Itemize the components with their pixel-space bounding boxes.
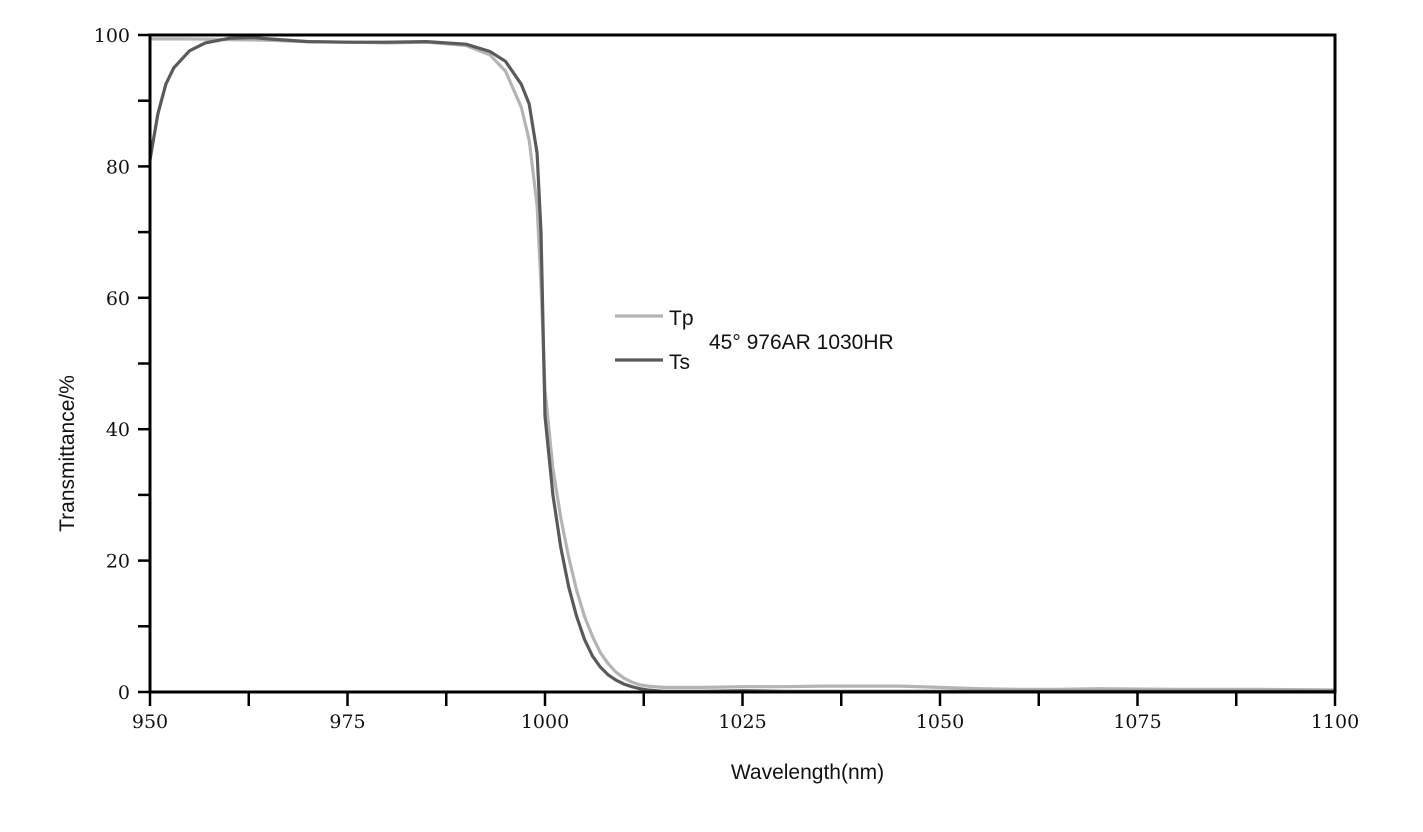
legend-label-tp: Tp <box>669 307 694 330</box>
x-tick-label-1000: 1000 <box>521 711 569 733</box>
y-tick-label-80: 80 <box>106 156 130 178</box>
legend-label-ts: Ts <box>669 351 690 374</box>
y-axis-title: Transmittance/% <box>56 375 79 532</box>
x-tick-label-1025: 1025 <box>718 711 766 733</box>
series-line-ts <box>148 35 1337 693</box>
plot-frame <box>148 33 1337 694</box>
x-tick-label-1050: 1050 <box>916 711 964 733</box>
axis-ticks: 950 975 1000 1025 1050 1075 1100 0 20 40 60 80 100 <box>94 25 1359 733</box>
x-tick-label-1100: 1100 <box>1311 711 1359 733</box>
x-axis-title: Wavelength(nm) <box>731 761 884 784</box>
chart-annotation: 45° 976AR 1030HR <box>709 331 894 354</box>
x-tick-label-975: 975 <box>329 711 365 733</box>
x-tick-label-950: 950 <box>132 711 168 733</box>
y-tick-label-40: 40 <box>106 419 130 441</box>
plot-lines <box>148 35 1337 693</box>
y-tick-label-60: 60 <box>106 288 130 310</box>
y-tick-label-0: 0 <box>118 682 130 704</box>
y-tick-label-100: 100 <box>94 25 130 47</box>
series-line-tp <box>148 37 1337 692</box>
x-tick-label-1075: 1075 <box>1113 711 1161 733</box>
y-tick-label-20: 20 <box>106 551 130 573</box>
legend: Tp Ts <box>615 307 694 374</box>
